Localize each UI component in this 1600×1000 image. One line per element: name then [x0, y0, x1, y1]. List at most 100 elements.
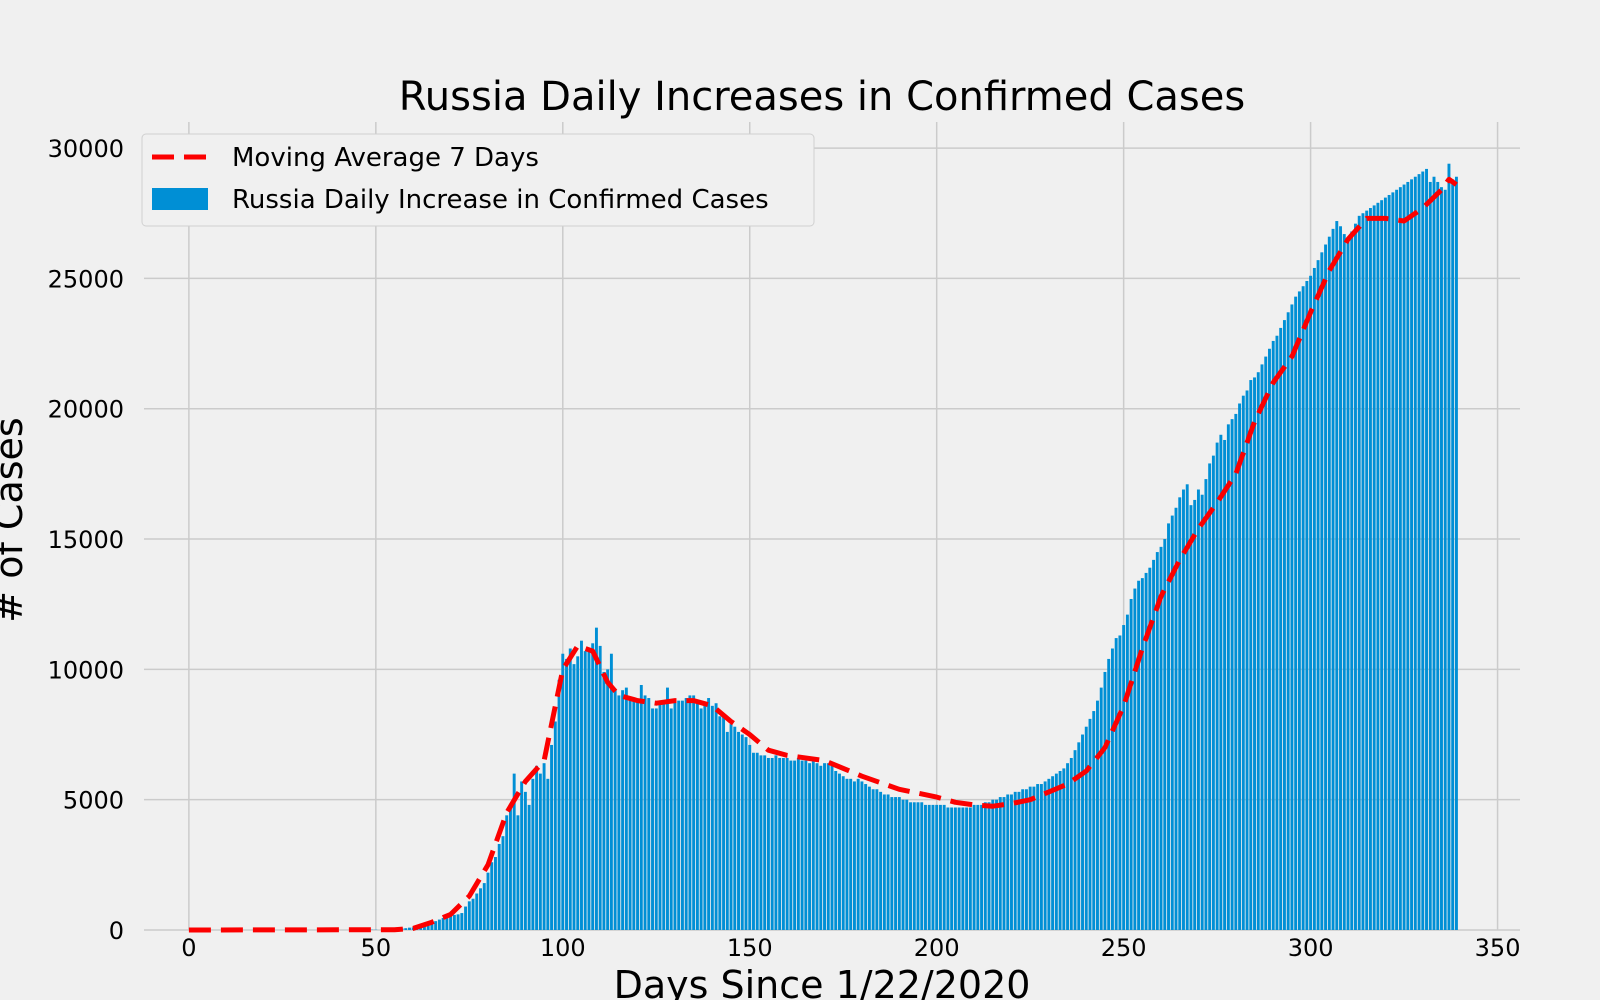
- bar: [748, 744, 752, 930]
- bar: [722, 716, 726, 930]
- bar: [849, 778, 853, 930]
- x-tick-label: 0: [181, 934, 196, 962]
- bar: [1402, 184, 1406, 931]
- bar: [924, 804, 927, 930]
- bar: [516, 815, 520, 930]
- bar: [617, 695, 621, 930]
- bar: [1122, 625, 1126, 930]
- y-tick-label: 0: [109, 917, 124, 945]
- bar: [565, 658, 568, 930]
- bar: [1137, 580, 1141, 930]
- bar: [546, 778, 550, 930]
- bar: [1058, 771, 1062, 930]
- bar: [1447, 163, 1451, 930]
- bar: [688, 695, 692, 930]
- bar: [632, 698, 636, 930]
- bar: [1211, 455, 1215, 930]
- bar: [1335, 221, 1339, 930]
- bar: [1039, 784, 1043, 930]
- x-tick-label: 50: [361, 934, 392, 962]
- bar: [991, 799, 995, 930]
- bar: [1066, 763, 1070, 930]
- bar: [789, 760, 793, 930]
- bar: [1380, 200, 1384, 930]
- x-tick-label: 150: [727, 934, 773, 962]
- bar: [621, 690, 625, 930]
- bar: [591, 643, 595, 930]
- bar: [471, 898, 475, 930]
- bar: [1024, 789, 1028, 930]
- x-tick-labels: 0 50 100 150 200 250 300 350: [181, 934, 1520, 962]
- bar: [583, 651, 587, 930]
- y-tick-label: 10000: [48, 656, 124, 684]
- bar: [449, 915, 453, 930]
- bar: [1051, 776, 1055, 930]
- bar: [1324, 244, 1328, 930]
- bar: [946, 807, 950, 930]
- bar: [639, 684, 643, 930]
- bar: [1350, 231, 1354, 931]
- bar: [785, 757, 789, 930]
- bar: [1013, 791, 1017, 930]
- bar: [523, 791, 527, 930]
- bar: [815, 763, 819, 930]
- bar: [1260, 364, 1264, 930]
- bar: [1174, 507, 1178, 930]
- bar: [1110, 648, 1114, 930]
- bar: [1006, 794, 1010, 930]
- bar: [1163, 539, 1167, 930]
- bar: [479, 888, 482, 930]
- x-tick-label: 100: [540, 934, 586, 962]
- bar: [927, 804, 931, 930]
- bar: [737, 731, 740, 930]
- bar: [557, 679, 561, 930]
- bar: [628, 698, 632, 930]
- bar: [606, 669, 610, 930]
- bar: [1099, 687, 1103, 930]
- bar: [1148, 567, 1152, 930]
- bar: [576, 656, 580, 930]
- bar: [1440, 187, 1443, 931]
- bar: [1010, 794, 1013, 930]
- bar: [505, 815, 509, 930]
- bar: [1144, 572, 1148, 930]
- bar: [1294, 296, 1298, 930]
- bar: [1200, 494, 1204, 930]
- bar: [916, 802, 920, 930]
- bar: [826, 763, 830, 930]
- bar: [1208, 463, 1212, 930]
- bar: [1357, 215, 1361, 930]
- bar: [1043, 781, 1047, 930]
- bar: [1342, 234, 1346, 931]
- bar: [680, 700, 684, 930]
- bar: [1354, 223, 1357, 930]
- bar: [594, 627, 598, 930]
- bar: [1204, 479, 1208, 930]
- bar: [1421, 171, 1425, 930]
- bar: [1286, 312, 1290, 930]
- bar: [1219, 434, 1223, 930]
- bar: [744, 737, 748, 930]
- bar: [1215, 442, 1219, 930]
- bar: [494, 857, 497, 930]
- bar: [886, 794, 890, 930]
- bar: [953, 807, 957, 930]
- bar: [1159, 546, 1163, 930]
- bar: [1054, 773, 1058, 930]
- bar: [1073, 750, 1077, 930]
- bar: [422, 924, 426, 930]
- bar: [961, 807, 965, 930]
- bar: [1021, 789, 1025, 930]
- bar: [568, 648, 572, 930]
- bar: [426, 923, 430, 930]
- bar: [1103, 671, 1107, 930]
- bar: [1129, 598, 1133, 930]
- bar: [1092, 711, 1096, 930]
- bar: [452, 914, 456, 930]
- bar: [613, 690, 617, 930]
- bar: [1002, 797, 1006, 930]
- bar: [703, 705, 707, 930]
- bar: [1331, 228, 1335, 931]
- bar: [538, 773, 542, 930]
- bar: [766, 757, 770, 930]
